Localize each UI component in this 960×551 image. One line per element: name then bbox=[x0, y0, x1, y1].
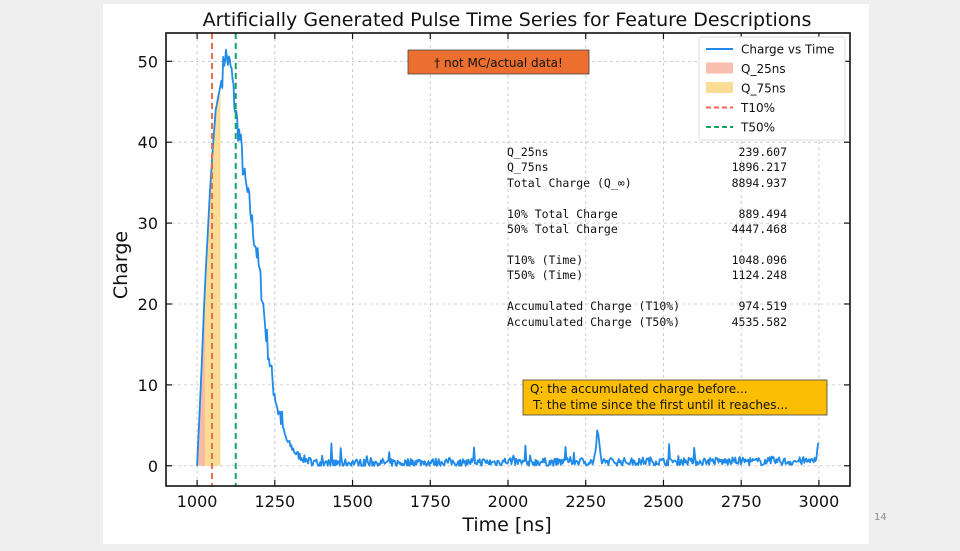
y-tick-label: 10 bbox=[138, 376, 158, 395]
shaded-region-q-25ns bbox=[197, 287, 205, 466]
stats-label: Q_75ns bbox=[507, 160, 549, 174]
legend-box bbox=[698, 36, 846, 141]
stats-label: Total Charge (Q_∞) bbox=[507, 176, 632, 190]
note-line-2: T: the time since the first until it rea… bbox=[532, 398, 788, 412]
disclaimer-text: † not MC/actual data! bbox=[434, 56, 563, 70]
stats-value: 974.519 bbox=[739, 299, 788, 313]
stats-value: 4535.582 bbox=[732, 315, 787, 329]
x-tick-label: 3000 bbox=[799, 492, 840, 511]
stats-label: Q_25ns bbox=[507, 145, 549, 159]
stats-label: Accumulated Charge (T10%) bbox=[507, 299, 680, 313]
y-axis-label: Charge bbox=[110, 231, 132, 299]
stats-label: Accumulated Charge (T50%) bbox=[507, 315, 680, 329]
x-axis-label: Time [ns] bbox=[461, 514, 551, 536]
legend-label: T10% bbox=[740, 101, 775, 115]
stats-value: 239.607 bbox=[739, 145, 788, 159]
chart: Artificially Generated Pulse Time Series… bbox=[110, 9, 851, 536]
y-tick-label: 20 bbox=[138, 295, 158, 314]
x-tick-label: 2500 bbox=[643, 492, 684, 511]
stats-value: 1124.248 bbox=[732, 268, 787, 282]
note-line-1: Q: the accumulated charge before... bbox=[530, 382, 748, 396]
plot-area: 1000 1250 1500 1750 2000 2250 2500 2750 3000 0 10 2… bbox=[138, 32, 851, 511]
stats-label: 50% Total Charge bbox=[507, 222, 618, 236]
stats-label: 10% Total Charge bbox=[507, 207, 618, 221]
stats-table: Q_25ns 239.607 Q_75ns 1896.217 Total Charge … bbox=[507, 145, 787, 329]
y-tick-label: 30 bbox=[138, 214, 158, 233]
stats-value: 4447.468 bbox=[732, 222, 787, 236]
stats-label: T50% (Time) bbox=[507, 268, 583, 282]
y-tick-label: 0 bbox=[148, 457, 158, 476]
slide: Artificially Generated Pulse Time Series… bbox=[103, 4, 869, 544]
stats-label: T10% (Time) bbox=[507, 253, 583, 267]
y-tick-label: 50 bbox=[138, 52, 158, 71]
legend-label: Q_25ns bbox=[741, 62, 786, 76]
stats-value: 1048.096 bbox=[732, 253, 787, 267]
x-tick-label: 2750 bbox=[721, 492, 762, 511]
legend: Charge vs Time Q_25ns Q_75ns T10% T50% bbox=[698, 36, 846, 141]
legend-label: Q_75ns bbox=[741, 82, 786, 96]
x-tick-label: 1000 bbox=[177, 492, 218, 511]
stats-value: 1896.217 bbox=[732, 160, 787, 174]
y-tick-label: 40 bbox=[138, 133, 158, 152]
legend-label: T50% bbox=[740, 121, 775, 135]
x-tick-label: 1250 bbox=[254, 492, 295, 511]
stats-value: 8894.937 bbox=[732, 176, 787, 190]
disclaimer-box bbox=[407, 49, 590, 75]
stats-value: 889.494 bbox=[739, 207, 788, 221]
x-tick-label: 2000 bbox=[488, 492, 529, 511]
x-tick-label: 2250 bbox=[565, 492, 606, 511]
note-box bbox=[522, 379, 828, 416]
page-number: 14 bbox=[874, 512, 887, 523]
chart-title: Artificially Generated Pulse Time Series… bbox=[203, 9, 812, 31]
x-tick-label: 1500 bbox=[332, 492, 373, 511]
legend-swatch bbox=[706, 62, 733, 74]
legend-label: Charge vs Time bbox=[741, 43, 834, 57]
legend-swatch bbox=[706, 82, 733, 93]
x-tick-label: 1750 bbox=[410, 492, 451, 511]
series-line-charge-vs-time bbox=[196, 48, 820, 467]
